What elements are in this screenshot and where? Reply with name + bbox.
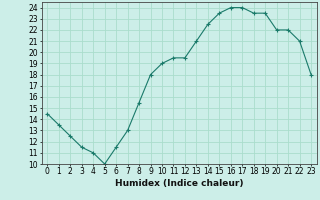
X-axis label: Humidex (Indice chaleur): Humidex (Indice chaleur) (115, 179, 244, 188)
